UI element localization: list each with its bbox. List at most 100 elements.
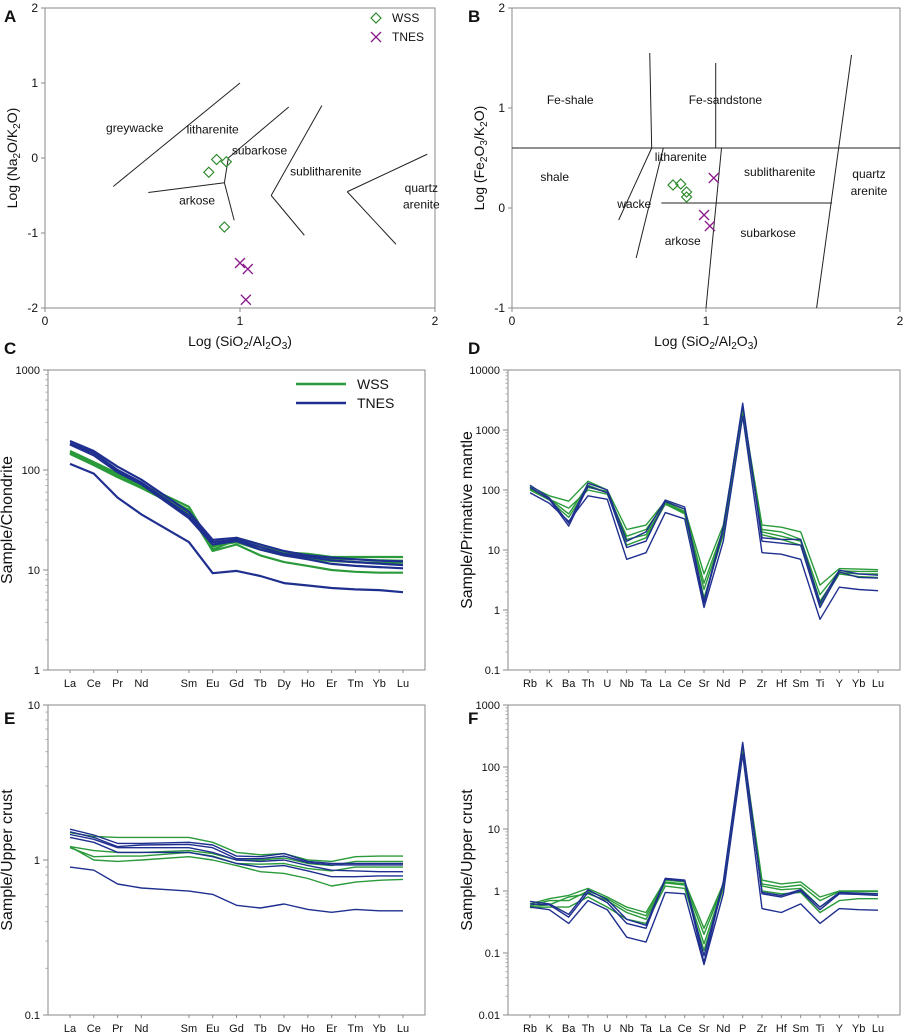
- panel-label: E: [4, 709, 15, 728]
- region-label: sublitharenite: [744, 165, 816, 179]
- axis-title-part: /Al: [249, 333, 265, 349]
- legend: WSS TNES: [296, 376, 394, 411]
- series-line-tnes: [69, 866, 403, 913]
- field-boundary: [270, 105, 323, 196]
- y-tick-label: 10: [28, 565, 40, 577]
- series-line-wss: [69, 847, 403, 872]
- x-tick-label: Tm: [347, 1023, 363, 1032]
- series-line-tnes: [529, 753, 879, 966]
- series-wss: [667, 178, 693, 203]
- x-tick-label: Ba: [562, 1023, 576, 1032]
- axis-title-part: Log (SiO: [188, 333, 243, 349]
- x-tick-label: Ti: [816, 678, 825, 690]
- x-tick-label: Zr: [757, 1023, 768, 1032]
- y-tick-label: 0: [31, 151, 38, 165]
- axis-title-part: 3: [282, 341, 288, 352]
- field-boundary: [112, 82, 241, 187]
- series-line-tnes: [69, 828, 403, 865]
- y-tick-label: -1: [27, 226, 38, 240]
- x-tick-label: Sm: [792, 678, 809, 690]
- y-axis-title: Sample/Upper crust: [459, 789, 476, 931]
- x-tick-label: Lu: [397, 1023, 409, 1032]
- region-label: quartz: [852, 167, 885, 181]
- y-tick-label: 2: [31, 1, 38, 15]
- x-tick-label: Yb: [372, 1023, 385, 1032]
- x-tick-label: La: [659, 1023, 672, 1032]
- x-tick-label: Rb: [523, 678, 537, 690]
- axis-title-part: 2: [12, 153, 23, 159]
- panel-label: A: [4, 7, 16, 26]
- axis-title-part: 2: [709, 341, 715, 352]
- series-line-wss: [529, 747, 878, 945]
- axis-title-part: 3: [479, 140, 490, 146]
- x-tick-label: Lu: [397, 678, 409, 690]
- region-label: subarkose: [232, 143, 288, 157]
- series-line-tnes: [69, 833, 403, 873]
- x-marker: [242, 263, 254, 275]
- plot-frame: [47, 369, 426, 671]
- series-line-wss: [529, 750, 878, 952]
- legend-label-wss: WSS: [357, 376, 389, 392]
- y-tick-label: 1000: [476, 425, 500, 437]
- x-tick-label: Dy: [277, 1023, 291, 1032]
- y-axis-title: Sample/Upper crust: [0, 789, 16, 931]
- diamond-marker: [674, 178, 687, 190]
- x-tick-label: Lu: [872, 678, 884, 690]
- series-line-tnes: [69, 836, 403, 878]
- x-tick-label: Dy: [277, 678, 291, 690]
- x-tick-label: Yb: [852, 678, 865, 690]
- axis-title-part: O: [737, 333, 748, 349]
- series-line-tnes: [529, 402, 879, 609]
- y-axis-title: Sample/Chondrite: [0, 456, 16, 584]
- field-boundary: [347, 153, 428, 193]
- region-label: arkose: [179, 194, 215, 208]
- x-tick-label: Ho: [301, 678, 315, 690]
- series-line-wss: [529, 746, 878, 935]
- x-tick-label: Rb: [523, 1023, 537, 1032]
- x-tick-label: Th: [582, 1023, 595, 1032]
- series-line-tnes: [529, 742, 879, 964]
- region-label: subarkose: [740, 226, 796, 240]
- region-label: arenite: [851, 184, 888, 198]
- series-line-wss: [69, 451, 403, 564]
- legend-label-tnes: TNES: [392, 30, 424, 44]
- series-line-tnes: [529, 415, 879, 620]
- y-tick-label: 10000: [469, 365, 500, 377]
- x-tick-label: 0: [42, 314, 49, 328]
- x-tick-label: Lu: [872, 1023, 884, 1032]
- y-tick-label: 100: [482, 485, 500, 497]
- x-tick-label: U: [603, 1023, 611, 1032]
- legend-label-tnes: TNES: [357, 395, 394, 411]
- field-boundary: [148, 182, 225, 193]
- x-tick-label: Gd: [229, 1023, 244, 1032]
- y-tick-label: 100: [482, 762, 500, 774]
- series-line-wss: [69, 832, 403, 863]
- x-tick-label: Sr: [699, 678, 710, 690]
- axis-title-part: 2: [479, 121, 490, 127]
- axis-title-part: 2: [731, 341, 737, 352]
- field-boundary: [649, 52, 653, 149]
- x-tick-label: Y: [836, 1023, 844, 1032]
- field-boundary: [223, 182, 235, 221]
- x-tick-label: Ta: [640, 678, 653, 690]
- region-label: litharenite: [655, 150, 707, 164]
- axis-title-part: 2: [265, 341, 271, 352]
- panel-label: F: [468, 709, 478, 728]
- x-tick-label: K: [546, 1023, 554, 1032]
- x-tick-label: Er: [326, 1023, 337, 1032]
- panel-label: C: [4, 339, 16, 358]
- axis-title-part: /K: [471, 126, 487, 140]
- region-label: litharenite: [187, 122, 239, 136]
- series-line-tnes: [69, 442, 404, 567]
- series-line-tnes: [529, 741, 879, 957]
- axis-title-part: 2: [12, 123, 23, 129]
- x-tick-label: Tb: [254, 1023, 267, 1032]
- y-tick-label: 0.01: [479, 1010, 500, 1022]
- series-line-tnes: [69, 439, 404, 563]
- x-axis-title: Log (SiO2​/Al2​O3​): [654, 333, 758, 352]
- x-tick-label: Zr: [757, 678, 768, 690]
- y-tick-label: -1: [494, 301, 505, 315]
- y-tick-label: 100: [22, 465, 40, 477]
- x-tick-label: La: [64, 1023, 77, 1032]
- axis-title-part: O: [471, 146, 487, 157]
